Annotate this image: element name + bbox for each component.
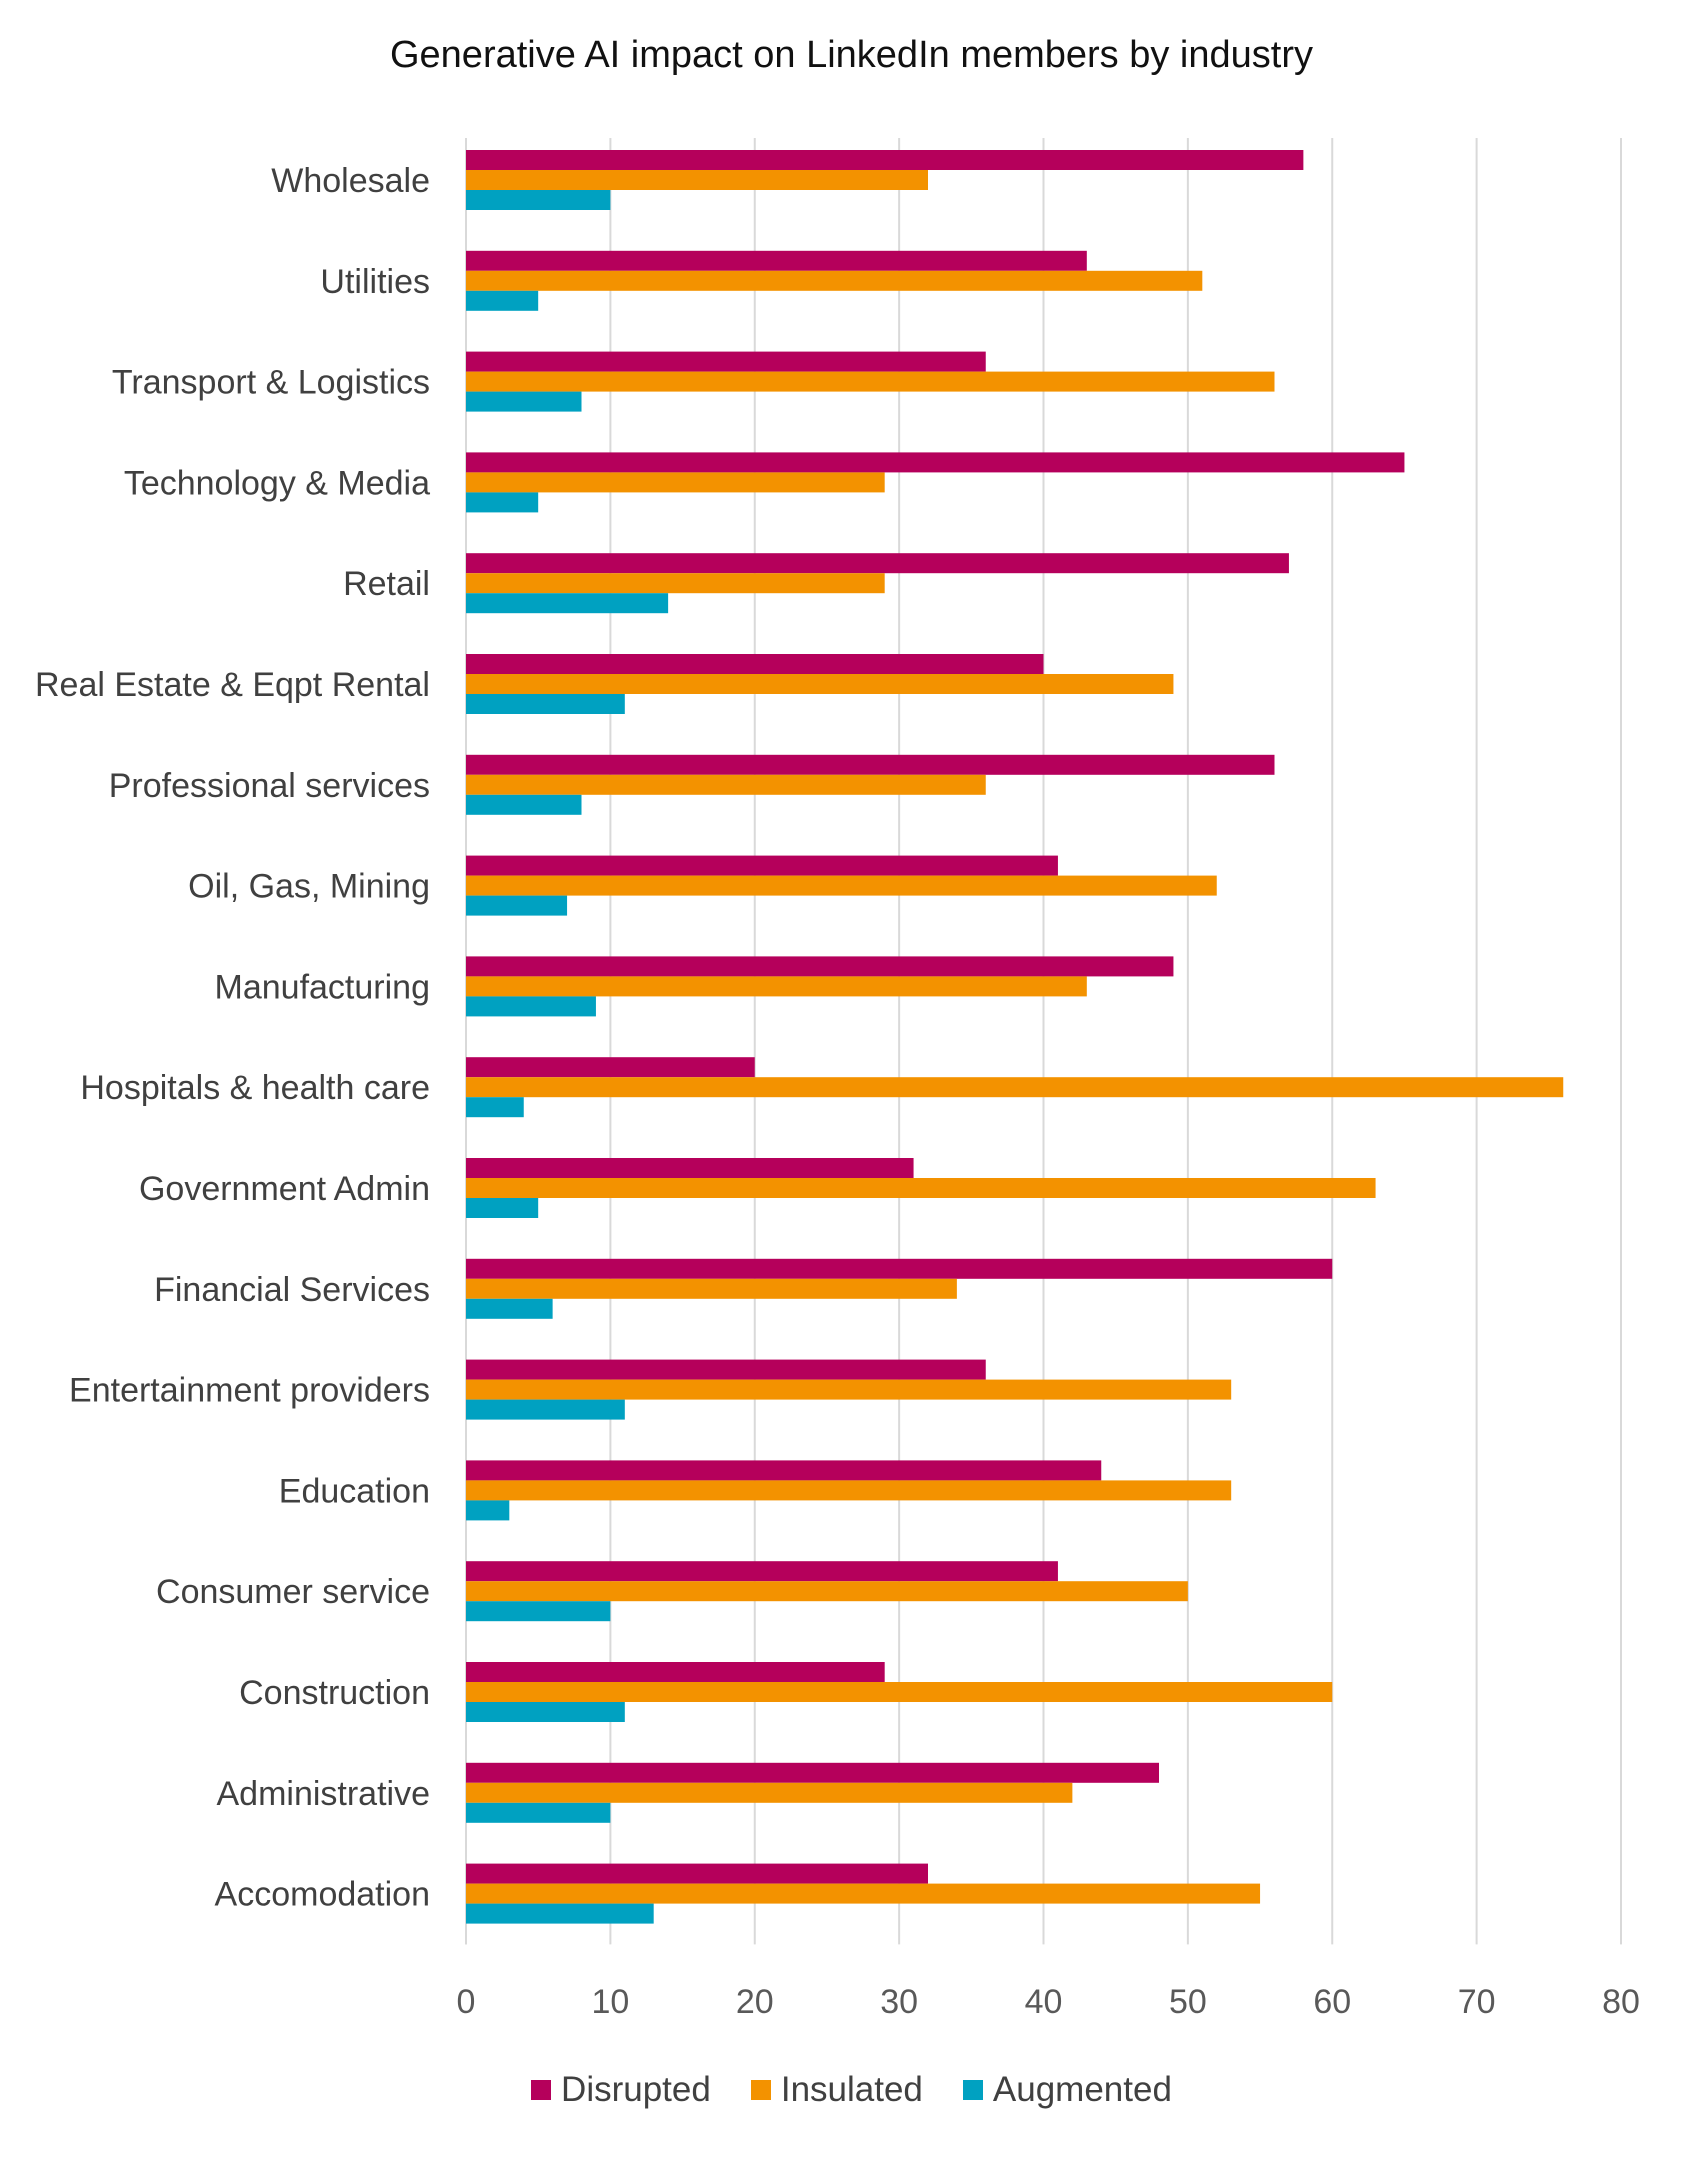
category-label: Administrative [216,1775,430,1813]
gridlines [465,138,1622,1945]
bar-augmented [466,1702,625,1722]
bar-augmented [466,1903,654,1924]
bar-disrupted [466,1359,986,1380]
category-label: Government Admin [139,1170,430,1208]
bar-augmented [466,694,625,714]
bar-augmented [466,1500,510,1521]
bar-disrupted [466,1158,914,1178]
bar-augmented [466,1298,553,1319]
category-label: Professional services [109,767,430,805]
bar-augmented [466,1601,611,1622]
bar-insulated [466,976,1087,997]
legend-label: Insulated [780,2070,923,2109]
bar-insulated [466,1480,1232,1501]
bar-disrupted [466,1258,1333,1279]
x-tick-label: 30 [880,1983,918,2021]
bar-disrupted [466,855,1058,876]
bar-insulated [466,1682,1333,1702]
x-tick-label: 20 [736,1983,774,2021]
category-label: Retail [343,565,430,603]
x-axis-ticks: 0 10 20 30 40 50 60 70 80 [457,1983,1640,2021]
bar-insulated [466,573,885,594]
bar-augmented [466,1802,611,1823]
bar-disrupted [466,1762,1159,1783]
bar-disrupted [466,1057,755,1078]
bar-disrupted [466,351,986,372]
x-tick-label: 40 [1025,1983,1063,2021]
bar-augmented [466,190,611,210]
legend-swatch [750,2080,771,2100]
bar-augmented [466,290,539,311]
bar-disrupted [466,1863,928,1884]
category-label: Real Estate & Eqpt Rental [35,666,430,704]
category-labels: Wholesale Utilities Transport & Logistics T… [35,162,430,1914]
x-tick-label: 50 [1169,1983,1207,2021]
bar-insulated [466,1278,957,1299]
category-label: Oil, Gas, Mining [188,868,430,906]
category-label: Financial Services [154,1271,430,1309]
legend: Disrupted Insulated Augmented [0,2070,1703,2110]
bar-insulated [466,270,1203,291]
bar-disrupted [466,956,1174,977]
category-label: Entertainment providers [69,1372,430,1410]
category-label: Transport & Logistics [112,364,430,402]
bar-insulated [466,1379,1232,1400]
bar-insulated [466,170,928,190]
category-label: Hospitals & health care [80,1069,430,1107]
bar-disrupted [466,452,1405,473]
x-tick-label: 0 [457,1983,476,2021]
category-label: Technology & Media [124,464,430,502]
legend-swatch [962,2080,983,2100]
bar-augmented [466,895,568,916]
category-label: Manufacturing [215,968,430,1006]
bar-disrupted [466,754,1275,775]
legend-label: Augmented [992,2070,1172,2109]
category-label: Utilities [320,263,430,301]
bar-insulated [466,472,885,493]
category-label: Education [279,1472,430,1510]
bar-disrupted [466,1460,1102,1481]
chart-title: Generative AI impact on LinkedIn members… [389,34,1313,76]
bar-insulated [466,674,1174,694]
bar-insulated [466,1178,1376,1198]
category-label: Construction [239,1674,430,1712]
bar-augmented [466,996,596,1017]
bar-disrupted [466,150,1304,170]
bar-insulated [466,1581,1188,1602]
legend-item-disrupted: Disrupted [531,2070,711,2110]
category-label: Consumer service [156,1573,430,1611]
bar-augmented [466,1399,625,1420]
x-tick-label: 70 [1458,1983,1496,2021]
bar-disrupted [466,553,1289,574]
bar-disrupted [466,250,1087,271]
bar-disrupted [466,1662,885,1682]
bar-augmented [466,593,669,614]
bar-insulated [466,875,1217,896]
bar-augmented [466,492,539,513]
bar-augmented [466,1198,539,1218]
bar-disrupted [466,1561,1058,1582]
x-tick-label: 10 [591,1983,629,2021]
x-tick-label: 60 [1313,1983,1351,2021]
bar-insulated [466,1782,1073,1803]
bar-insulated [466,1883,1261,1904]
bar-insulated [466,774,986,795]
bar-insulated [466,371,1275,392]
legend-label: Disrupted [561,2070,711,2109]
category-label: Accomodation [215,1876,430,1914]
bar-disrupted [466,654,1044,674]
bars [466,150,1564,1924]
category-label: Wholesale [271,162,430,200]
legend-swatch [531,2080,552,2100]
bar-augmented [466,391,582,412]
legend-item-insulated: Insulated [750,2070,923,2110]
bar-augmented [466,794,582,815]
legend-item-augmented: Augmented [962,2070,1172,2110]
bar-insulated [466,1077,1564,1098]
bar-augmented [466,1097,524,1118]
x-tick-label: 80 [1602,1983,1640,2021]
